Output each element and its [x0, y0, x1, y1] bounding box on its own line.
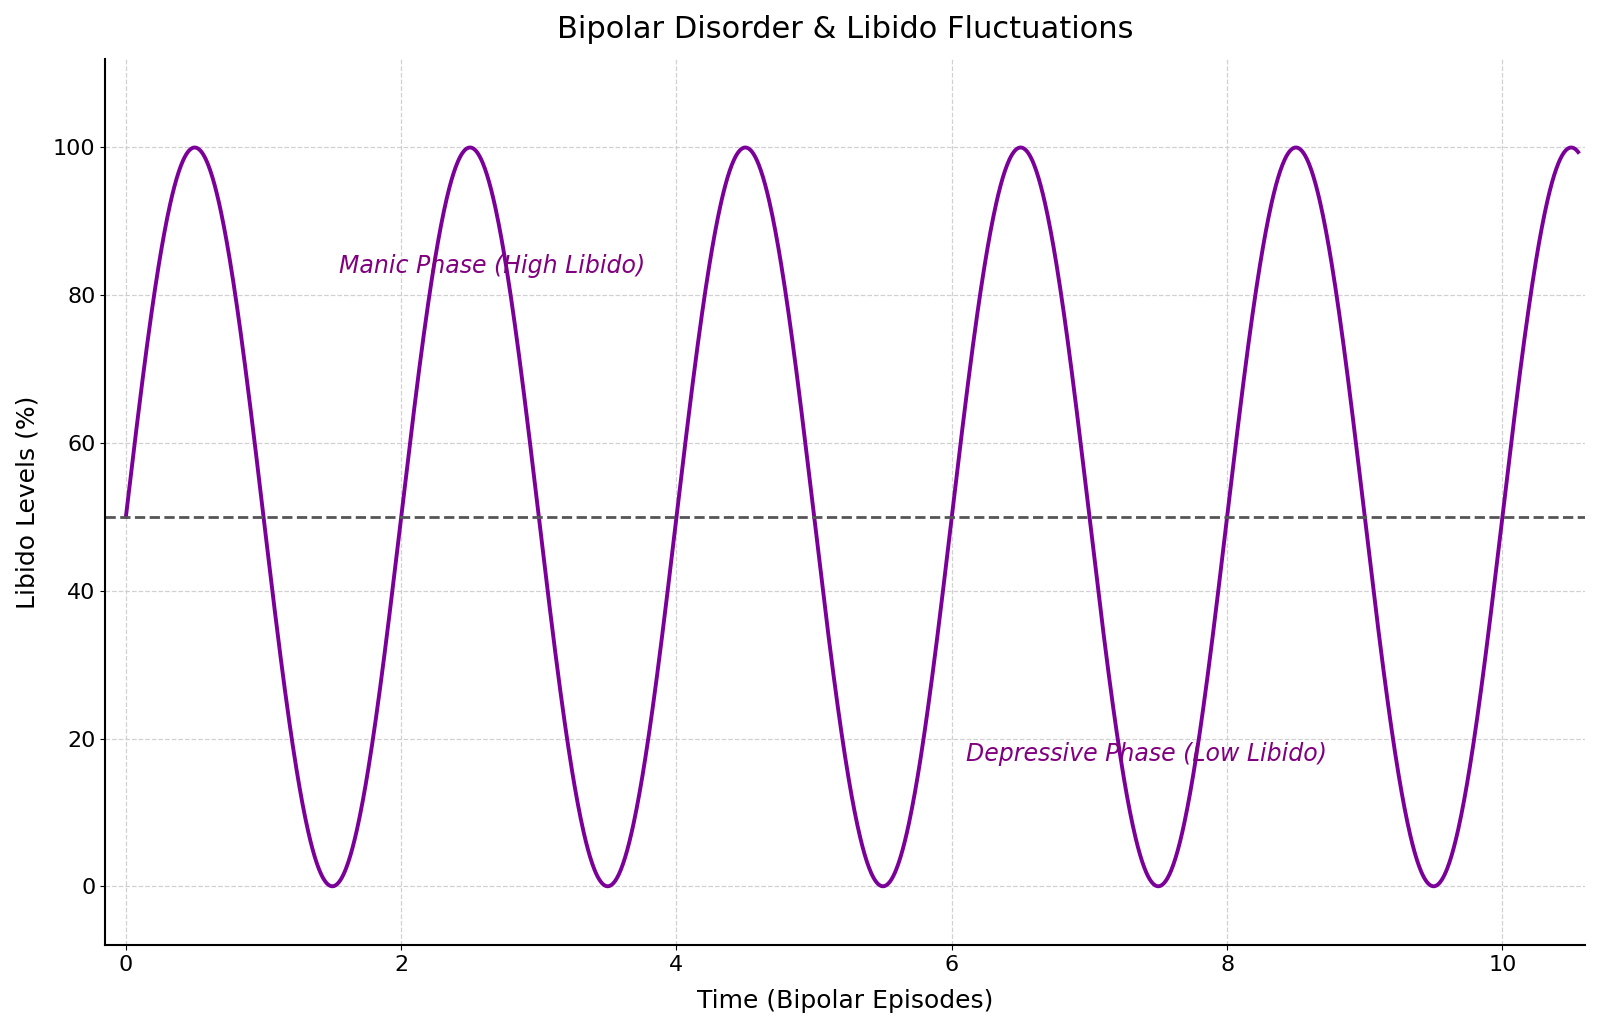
- Text: Depressive Phase (Low Libido): Depressive Phase (Low Libido): [965, 741, 1326, 766]
- Y-axis label: Libido Levels (%): Libido Levels (%): [14, 396, 38, 609]
- X-axis label: Time (Bipolar Episodes): Time (Bipolar Episodes): [698, 989, 994, 1013]
- Text: Manic Phase (High Libido): Manic Phase (High Libido): [339, 254, 645, 279]
- Title: Bipolar Disorder & Libido Fluctuations: Bipolar Disorder & Libido Fluctuations: [557, 15, 1133, 44]
